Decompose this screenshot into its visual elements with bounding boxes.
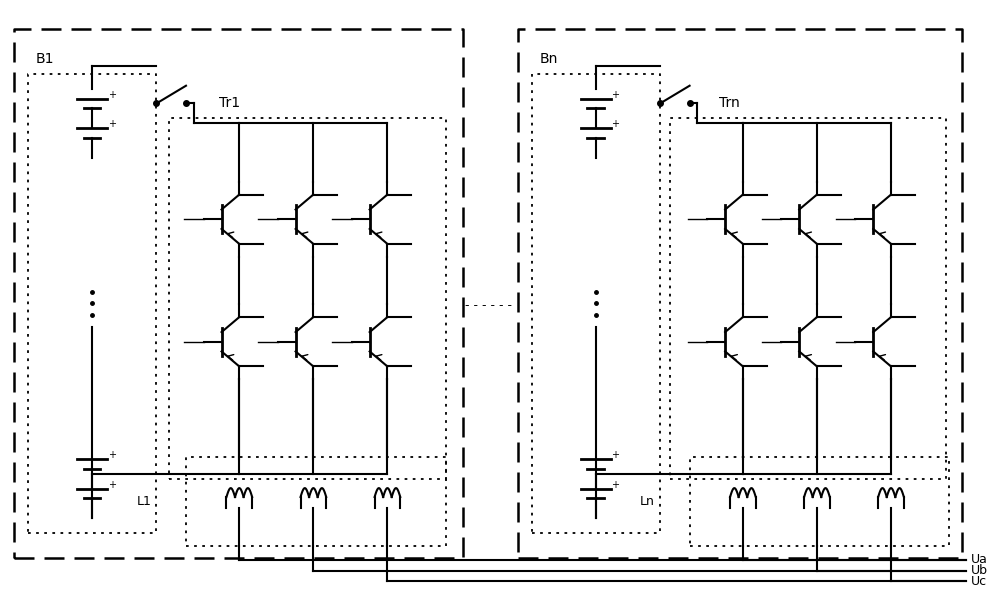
Text: +: + (612, 119, 620, 129)
Text: +: + (108, 480, 116, 490)
Text: Ua: Ua (971, 553, 988, 566)
Text: Trn: Trn (719, 96, 740, 111)
Text: L1: L1 (137, 495, 151, 508)
Text: +: + (612, 480, 620, 490)
Text: B1: B1 (36, 52, 54, 66)
Text: Ln: Ln (640, 495, 655, 508)
Text: Bn: Bn (539, 52, 558, 66)
Text: Uc: Uc (971, 575, 987, 588)
Text: Tr1: Tr1 (219, 96, 240, 111)
Text: +: + (108, 89, 116, 99)
Text: +: + (612, 450, 620, 460)
Text: Ub: Ub (971, 564, 988, 577)
Text: +: + (108, 119, 116, 129)
Text: +: + (612, 89, 620, 99)
Text: +: + (108, 450, 116, 460)
Text: - - - - - -: - - - - - - (465, 300, 512, 313)
